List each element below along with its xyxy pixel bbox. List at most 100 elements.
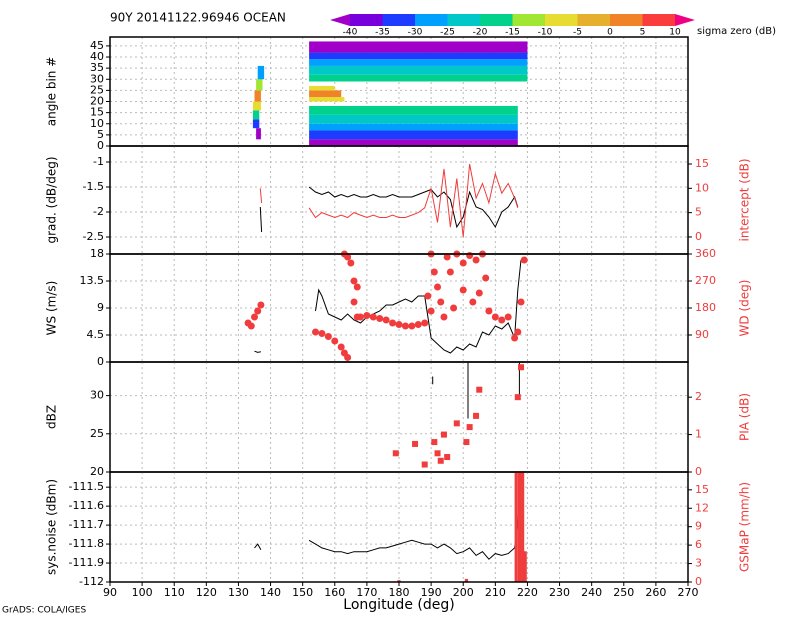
heatmap-cell <box>309 52 528 60</box>
heatmap-cell <box>309 105 518 115</box>
data-point <box>437 298 445 306</box>
y-tick-label: 20 <box>90 95 104 108</box>
data-point <box>344 354 352 361</box>
y2-tick-label: 5 <box>695 206 702 219</box>
y2-axis-label: GSMaP (mm/h) <box>738 482 752 572</box>
data-point <box>466 424 473 431</box>
y2-tick-label: 6 <box>695 538 702 551</box>
colorbar-label: 0 <box>607 28 613 38</box>
colorbar-label: -10 <box>538 28 553 38</box>
colorbar-label: -30 <box>408 28 423 38</box>
panel: -2.5 -2 -1.5 -1 0 5 10 15 grad. (dB/deg) intercep… <box>45 145 752 255</box>
y2-tick-label: 0 <box>695 230 702 243</box>
bar <box>514 472 518 582</box>
y2-tick-label: 10 <box>695 181 709 194</box>
heatmap-cell <box>309 65 528 75</box>
data-point <box>247 322 255 330</box>
data-point <box>324 333 332 340</box>
data-point <box>459 286 467 294</box>
y2-tick-label: 180 <box>695 301 716 314</box>
y-tick-label: 35 <box>90 61 104 74</box>
data-point <box>431 439 438 446</box>
colorbar-cell <box>675 14 695 26</box>
data-point <box>421 461 428 468</box>
colorbar-cell <box>642 14 675 26</box>
colorbar-cell <box>512 14 545 26</box>
y-tick-label: 0 <box>97 355 104 368</box>
colorbar-cell <box>415 14 448 26</box>
data-point <box>485 307 493 315</box>
y2-tick-label: 270 <box>695 274 716 287</box>
data-point <box>434 450 441 457</box>
y2-tick-label: 15 <box>695 157 709 170</box>
heatmap-cell <box>256 128 261 140</box>
y-tick-label: 0 <box>97 139 104 152</box>
colorbar-label: -20 <box>473 28 488 38</box>
data-point <box>337 343 345 351</box>
colorbar-label: -5 <box>573 28 582 38</box>
x-tick-label: 110 <box>164 586 185 599</box>
y2-tick-label: 12 <box>695 501 709 514</box>
y-tick-label: 4.5 <box>87 328 105 341</box>
data-point <box>440 431 447 438</box>
credit: GrADS: COLA/IGES <box>2 606 86 616</box>
data-point <box>453 420 460 427</box>
data-point <box>450 304 458 312</box>
y2-tick-label: 15 <box>695 483 709 496</box>
data-point <box>511 334 519 342</box>
y2-tick-label: 2 <box>695 390 702 403</box>
y2-axis-label: intercept (dB) <box>738 158 752 241</box>
y-tick-label: -111.9 <box>69 556 104 569</box>
data-point <box>412 440 419 447</box>
data-point <box>498 316 506 324</box>
y-tick-label: 20 <box>90 465 104 478</box>
data-point <box>251 313 258 321</box>
x-tick-label: 120 <box>196 586 217 599</box>
data-point <box>353 283 361 291</box>
y-tick-label: 9 <box>97 301 104 314</box>
colorbar-cell <box>610 14 643 26</box>
heatmap-cell <box>309 114 518 124</box>
y-tick-label: 5 <box>97 128 104 141</box>
x-tick-label: 240 <box>581 586 602 599</box>
data-point <box>504 313 512 321</box>
x-tick-label: 160 <box>324 586 345 599</box>
data-point <box>254 307 262 315</box>
colorbar-cell <box>382 14 415 26</box>
y-tick-label: 10 <box>90 117 104 130</box>
y-tick-label: 25 <box>90 83 104 96</box>
x-tick-label: 210 <box>485 586 506 599</box>
data-point <box>427 307 435 315</box>
data-point <box>518 364 525 371</box>
y2-tick-label: 9 <box>695 520 702 533</box>
colorbar-label: 10 <box>669 28 681 38</box>
y2-tick-label: 0 <box>695 575 702 588</box>
y-tick-label: -1.5 <box>83 180 104 193</box>
data-line <box>259 186 519 233</box>
data-point <box>257 301 265 309</box>
heatmap-cell <box>252 119 260 129</box>
data-point <box>331 337 339 345</box>
data-point <box>466 252 474 259</box>
data-point <box>408 322 416 330</box>
heatmap-cell <box>252 110 260 120</box>
data-point <box>491 313 499 321</box>
y-axis-label: angle bin # <box>45 57 59 127</box>
x-tick-label: 90 <box>103 586 117 599</box>
panel: -112 -111.9 -111.8 -111.7 -111.6 -111.5 0 3 6 9 12… <box>45 471 752 588</box>
heatmap-cell <box>309 74 528 82</box>
y2-tick-label: 3 <box>695 557 702 570</box>
x-tick-label: 220 <box>517 586 538 599</box>
bar <box>523 551 527 582</box>
data-point <box>434 283 442 291</box>
heatmap-cell <box>309 90 342 98</box>
heatmap-cell <box>254 90 261 102</box>
x-tick-label: 150 <box>292 586 313 599</box>
data-point <box>401 322 409 330</box>
x-tick-label: 270 <box>678 586 699 599</box>
y2-tick-label: 90 <box>695 328 709 341</box>
y-tick-label: 13.5 <box>80 274 105 287</box>
panel: 20 25 30 0 1 2 dBZ PIA (dB) <box>45 361 752 478</box>
